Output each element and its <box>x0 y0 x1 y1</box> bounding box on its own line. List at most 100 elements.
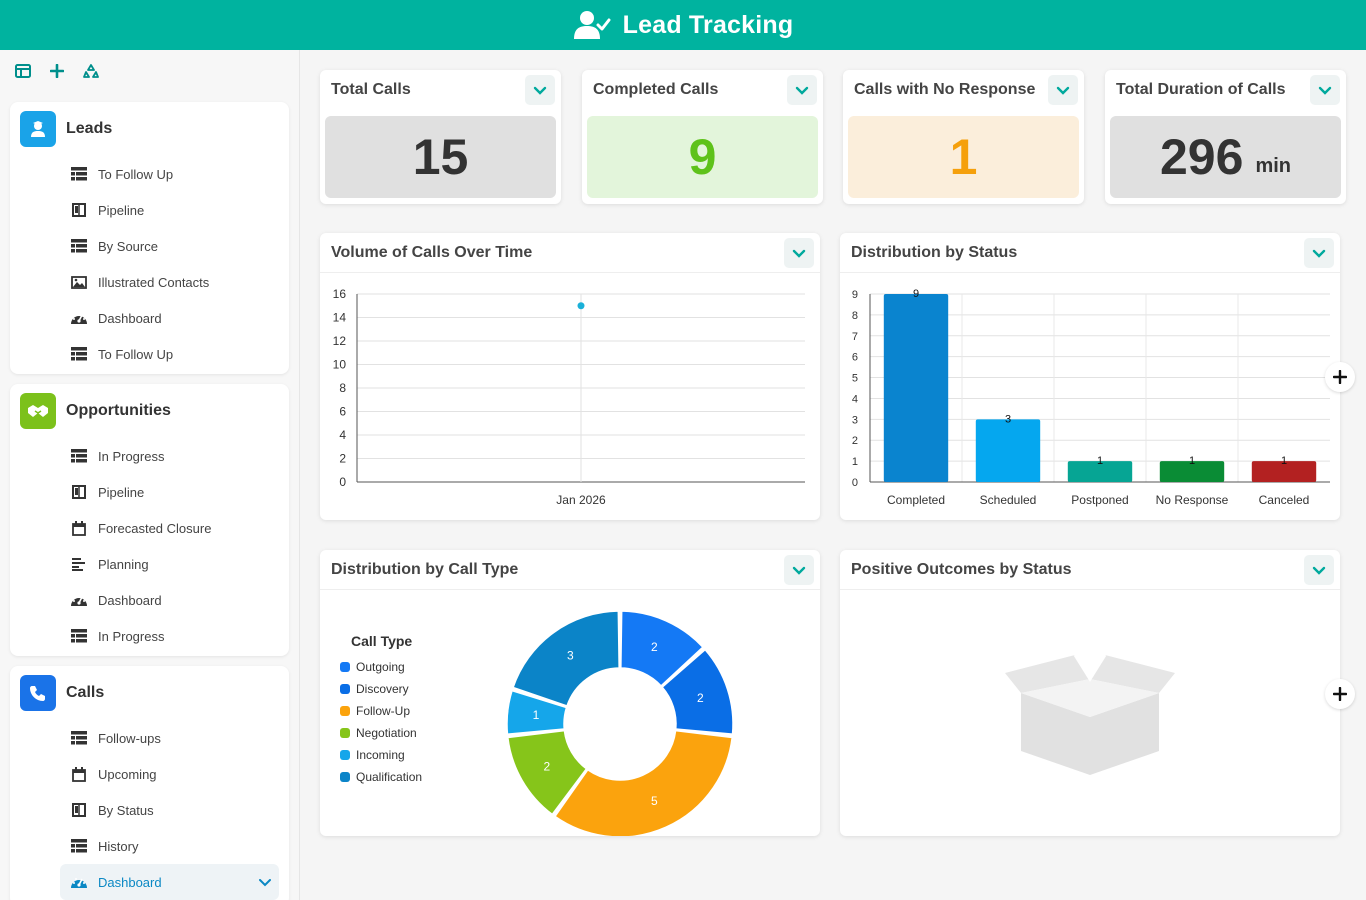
gantt-icon <box>70 556 88 572</box>
panel-title: Volume of Calls Over Time <box>331 243 533 261</box>
sidebar-item[interactable]: Planning <box>10 546 289 582</box>
y-tick-label: 9 <box>852 289 858 301</box>
slice-label: 2 <box>651 640 658 654</box>
status-chart-card: Distribution by Status 0 1 2 3 4 5 6 7 8 9 9 Comple… <box>840 233 1340 520</box>
sidebar-item[interactable]: History <box>10 828 289 864</box>
sidebar-item[interactable]: By Source <box>10 228 289 264</box>
donut-slice <box>506 729 588 816</box>
sidebar-item-label: Dashboard <box>98 592 162 608</box>
data-label: 9 <box>913 288 919 300</box>
table-icon <box>70 238 88 254</box>
kpi-value: 15 <box>412 129 469 185</box>
opportunities-group-icon <box>20 393 56 429</box>
sidebar-item[interactable]: Dashboard <box>10 582 289 618</box>
donut-slice <box>506 689 568 735</box>
sidebar-item[interactable]: Forecasted Closure <box>10 510 289 546</box>
group-header[interactable]: Opportunities <box>10 384 289 438</box>
sidebar-item-label: To Follow Up <box>98 166 174 182</box>
calltype-donut-chart: Call Type Outgoing Discovery Follow-Up Negot… <box>340 610 734 836</box>
sidebar-item[interactable]: Illustrated Contacts <box>10 264 289 300</box>
slice-label: 1 <box>533 708 540 722</box>
chevron-down-icon[interactable] <box>784 555 814 585</box>
sidebar-item[interactable]: Follow-ups <box>10 720 289 756</box>
kpi-card-total-calls: Total Calls 15 <box>320 70 561 204</box>
chevron-down-icon[interactable] <box>525 75 555 105</box>
group-header[interactable]: Leads <box>10 102 289 156</box>
legend-swatch <box>340 750 350 760</box>
sidebar-item[interactable]: Pipeline <box>10 192 289 228</box>
app-header: Lead Tracking <box>0 0 1366 50</box>
donut-slice <box>553 729 734 836</box>
sidebar-group-calls: Calls Follow-ups Upcoming By Status History D… <box>10 666 289 900</box>
donut-slice <box>512 610 620 707</box>
group-title: Opportunities <box>66 402 171 419</box>
kpi-value: 296 <box>1160 129 1244 185</box>
kpi-value-box: 15 <box>325 116 556 198</box>
sidebar-item-label: Pipeline <box>98 484 145 500</box>
y-tick-label: 3 <box>852 414 858 426</box>
sidebar-item-label: Follow-ups <box>98 730 161 746</box>
legend-label: Incoming <box>356 748 405 762</box>
sidebar-item[interactable]: Pipeline <box>10 474 289 510</box>
sidebar-item-label: In Progress <box>98 448 165 464</box>
sidebar-item[interactable]: Dashboard <box>10 300 289 336</box>
volume-line-chart: 0 2 4 6 8 10 12 14 16 Jan 2026 <box>333 287 805 507</box>
empty-box-icon <box>1005 655 1175 775</box>
sidebar-item[interactable]: In Progress <box>10 438 289 474</box>
kpi-value-box: 1 <box>848 116 1079 198</box>
sidebar-item-label: Planning <box>98 556 149 572</box>
sidebar-item-label: Upcoming <box>98 766 157 782</box>
add-icon[interactable] <box>46 60 68 82</box>
legend-swatch <box>340 772 350 782</box>
sidebar-toolbar <box>12 60 102 82</box>
data-label: 1 <box>1189 455 1195 467</box>
y-tick-label: 0 <box>852 477 858 489</box>
chevron-down-icon[interactable] <box>784 238 814 268</box>
calltype-chart-card: Distribution by Call Type Call Type Outgo… <box>320 550 820 836</box>
chevron-down-icon[interactable] <box>787 75 817 105</box>
table-icon <box>70 346 88 362</box>
leads-group-icon <box>20 111 56 147</box>
sidebar-item[interactable]: In Progress <box>10 618 289 654</box>
sidebar-item[interactable]: To Follow Up <box>10 336 289 372</box>
chevron-down-icon[interactable] <box>1310 75 1340 105</box>
y-tick-label: 8 <box>339 381 346 395</box>
chevron-down-icon[interactable] <box>1048 75 1078 105</box>
group-title: Calls <box>66 684 105 701</box>
y-tick-label: 5 <box>852 373 858 385</box>
kpi-title: Total Calls <box>331 81 411 98</box>
chevron-down-icon[interactable] <box>259 875 271 890</box>
add-widget-button[interactable] <box>1325 362 1355 392</box>
y-tick-label: 14 <box>333 311 347 325</box>
y-tick-label: 10 <box>333 358 347 372</box>
group-header[interactable]: Calls <box>10 666 289 720</box>
layout-toggle-icon[interactable] <box>12 60 34 82</box>
kpi-value-box: 9 <box>587 116 818 198</box>
sidebar-item-label: To Follow Up <box>98 346 174 362</box>
kpi-value-box: 296 min <box>1110 116 1341 198</box>
chevron-down-icon[interactable] <box>1304 555 1334 585</box>
sidebar-item-label: Pipeline <box>98 202 145 218</box>
volume-chart-card: Volume of Calls Over Time 0 2 4 6 8 10 12 14 16 J… <box>320 233 820 520</box>
sidebar-item[interactable]: To Follow Up <box>10 156 289 192</box>
y-tick-label: 6 <box>852 352 858 364</box>
y-tick-label: 2 <box>339 452 346 466</box>
calendar-icon <box>70 520 88 536</box>
sidebar-item-label: By Source <box>98 238 158 254</box>
sidebar-item[interactable]: By Status <box>10 792 289 828</box>
x-tick-label: Postponed <box>1071 493 1128 507</box>
data-label: 1 <box>1281 455 1287 467</box>
legend-swatch <box>340 662 350 672</box>
calls-group-icon <box>20 675 56 711</box>
recycle-icon[interactable] <box>80 60 102 82</box>
kpi-card-total-duration: Total Duration of Calls 296 min <box>1105 70 1346 204</box>
sidebar: Leads To Follow Up Pipeline By Source Illust… <box>0 50 300 900</box>
kanban-icon <box>70 484 88 500</box>
chevron-down-icon[interactable] <box>1304 238 1334 268</box>
add-widget-button[interactable] <box>1325 679 1355 709</box>
y-tick-label: 12 <box>333 334 347 348</box>
sidebar-item[interactable]: Upcoming <box>10 756 289 792</box>
user-check-icon <box>573 11 611 39</box>
bar <box>1159 461 1225 482</box>
sidebar-item[interactable]: Dashboard <box>60 864 279 900</box>
